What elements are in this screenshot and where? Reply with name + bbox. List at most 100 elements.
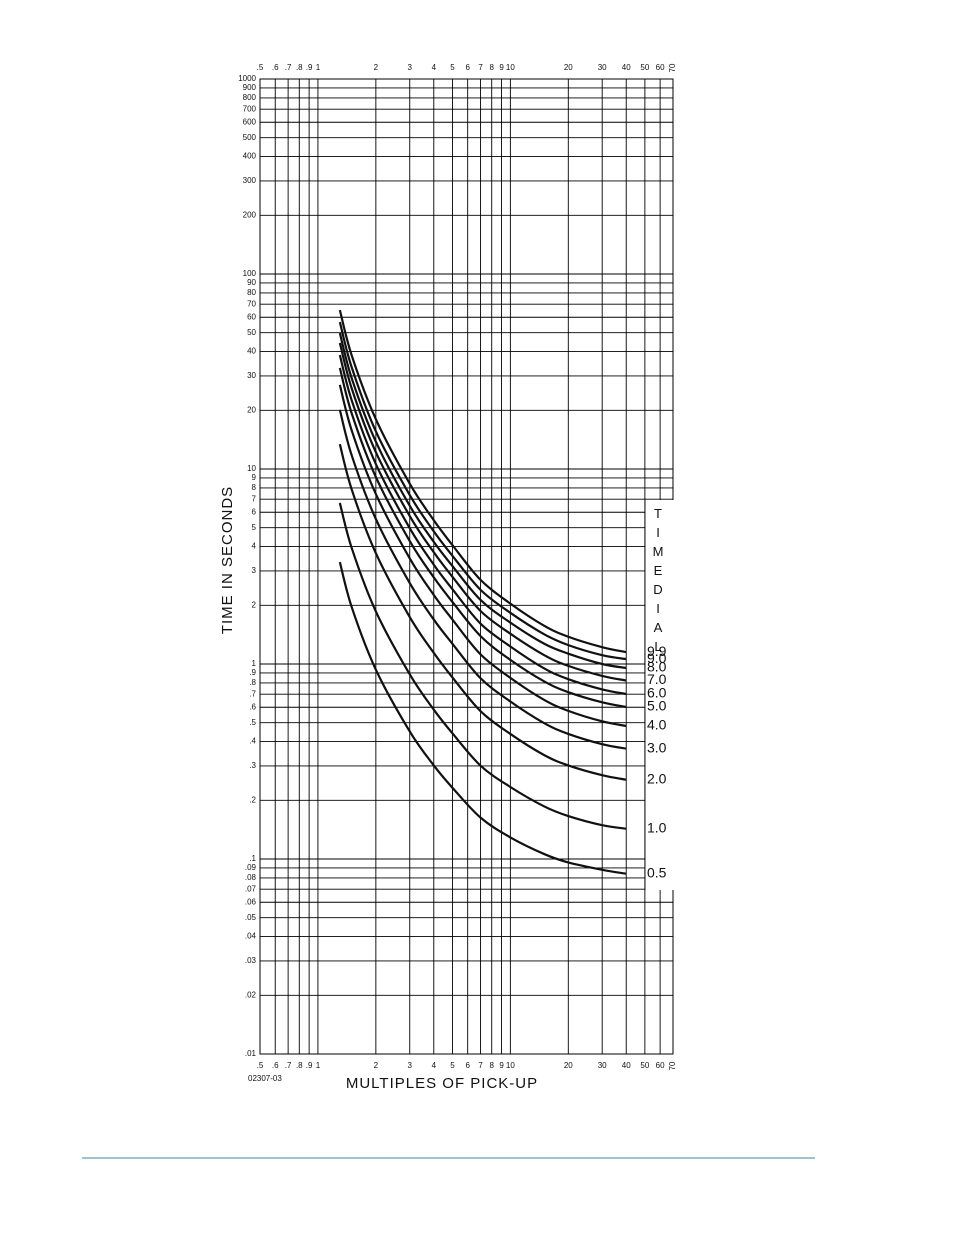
y-tick-label: 1 [252,659,257,668]
y-tick-label: 700 [243,104,257,113]
x-tick-label: 10 [506,63,515,72]
x-tick-label: 60 [656,1061,665,1070]
x-tick-label: 1 [316,1061,321,1070]
y-tick-label: .2 [249,795,256,804]
y-tick-label: .3 [249,761,256,770]
y-tick-label: 1000 [238,74,256,83]
y-tick-label: 80 [247,288,256,297]
y-tick-label: 20 [247,405,256,414]
curve-label: 4.0 [647,717,667,733]
y-tick-label: .6 [249,702,256,711]
y-tick-label: 10 [247,464,256,473]
legend-title: TIMEDIAL [651,506,666,658]
y-tick-label: 6 [252,507,257,516]
curve [338,332,627,670]
y-tick-label: .8 [249,678,256,687]
x-tick-label: .7 [285,63,292,72]
x-tick-label: 5 [450,63,455,72]
grid [259,78,674,1055]
x-tick-label: 10 [506,1061,515,1070]
y-tick-label: .01 [245,1049,257,1058]
y-tick-label: 800 [243,93,257,102]
y-tick-label: 40 [247,347,256,356]
legend-box [645,500,675,890]
y-tick-label: .5 [249,718,256,727]
curve-label: 7.0 [647,671,667,687]
x-tick-label: 3 [408,1061,413,1070]
curve-label: 6.0 [647,685,667,701]
curve-label: 5.0 [647,698,667,714]
x-tick-label: .6 [272,1061,279,1070]
x-tick-label: .9 [306,63,313,72]
plot: .5.5.6.6.7.7.8.8.9.911223344556677889910… [238,63,677,1070]
curve-label: 9.9 [647,643,667,659]
curve-label: 0.5 [647,864,667,880]
curve [338,384,627,728]
x-tick-label: 9 [499,63,504,72]
curve [338,502,627,830]
y-tick-label: 9 [252,473,257,482]
y-tick-label: 4 [252,542,257,551]
x-tick-label: 2 [374,63,379,72]
curve-label: 9.0 [647,650,667,666]
y-tick-label: 8 [252,483,257,492]
y-tick-label: 7 [252,494,257,503]
x-tick-label: .8 [296,63,303,72]
x-tick-label: .8 [296,1061,303,1070]
y-tick-label: .9 [249,668,256,677]
x-tick-label: .6 [272,63,279,72]
x-tick-label: 70 [668,1061,677,1070]
x-tick-label: 50 [640,63,649,72]
x-tick-label: 50 [640,1061,649,1070]
y-tick-label: .02 [245,990,257,999]
y-tick-label: 50 [247,328,256,337]
y-tick-label: 90 [247,278,256,287]
figure-code: 02307-03 [248,1074,282,1083]
x-tick-label: 40 [622,63,631,72]
x-tick-label: 2 [374,1061,379,1070]
x-tick-label: 4 [432,1061,437,1070]
y-tick-label: 300 [243,176,257,185]
x-tick-label: 1 [316,63,321,72]
x-tick-label: 9 [499,1061,504,1070]
curve [338,367,627,709]
curve-label: 1.0 [647,819,667,835]
x-tick-label: 7 [478,1061,483,1070]
y-tick-label: 70 [247,299,256,308]
y-tick-label: 5 [252,523,257,532]
x-tick-label: 60 [656,63,665,72]
y-tick-label: .07 [245,884,257,893]
y-tick-label: .1 [249,854,256,863]
y-tick-label: .05 [245,913,257,922]
x-tick-label: .5 [257,63,264,72]
x-tick-label: 20 [564,1061,573,1070]
y-tick-label: .08 [245,873,257,882]
curve-label: 8.0 [647,659,667,675]
x-tick-label: 6 [465,63,470,72]
curve [338,342,627,682]
curve [338,409,627,750]
x-tick-label: 7 [478,63,483,72]
x-tick-label: 6 [465,1061,470,1070]
curve [338,321,627,661]
x-tick-label: 30 [598,63,607,72]
x-tick-label: 4 [432,63,437,72]
y-tick-label: .06 [245,897,257,906]
x-tick-label: .5 [257,1061,264,1070]
y-tick-label: .7 [249,689,256,698]
plot-frame [259,78,674,1055]
x-tick-label: 30 [598,1061,607,1070]
y-tick-label: 200 [243,210,257,219]
y-tick-label: 2 [252,600,257,609]
x-tick-label: 20 [564,63,573,72]
x-tick-label: 70 [668,63,677,72]
x-axis-label: MULTIPLES OF PICK-UP [346,1075,538,1092]
x-tick-label: 8 [489,63,494,72]
curve-label: 3.0 [647,739,667,755]
x-tick-label: 5 [450,1061,455,1070]
y-tick-label: 400 [243,152,257,161]
x-tick-label: 40 [622,1061,631,1070]
x-tick-label: .9 [306,1061,313,1070]
x-tick-label: .7 [285,1061,292,1070]
y-tick-label: 900 [243,83,257,92]
